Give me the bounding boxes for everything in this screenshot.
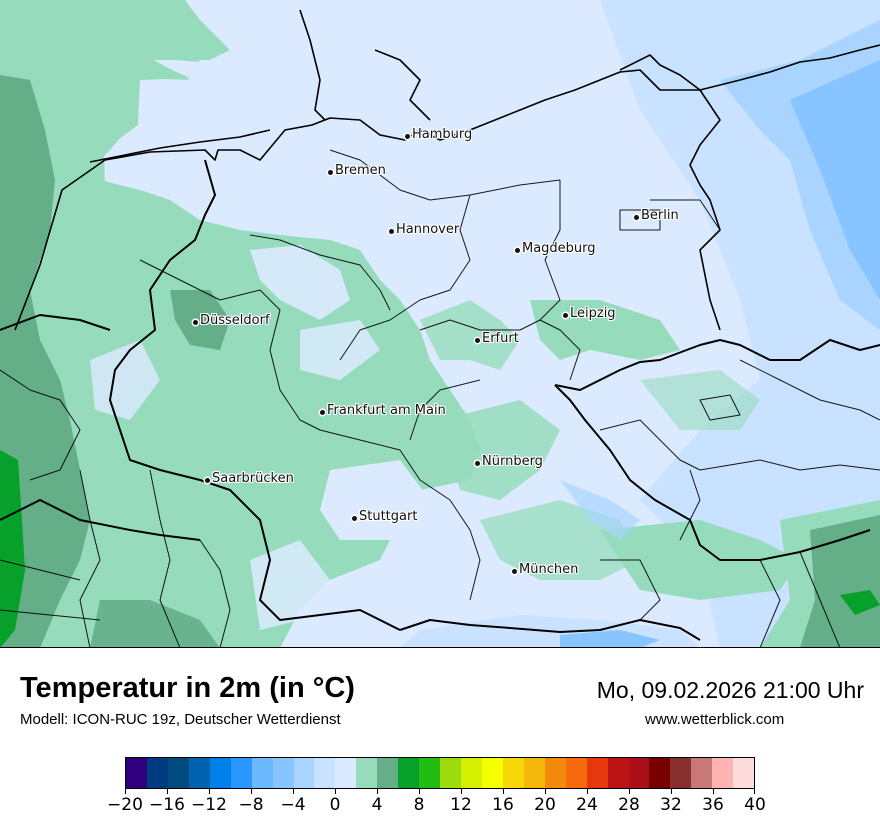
- colorbar-tick: [377, 789, 378, 794]
- city-nuernberg: Nürnberg: [475, 455, 543, 469]
- city-berlin: Berlin: [634, 209, 679, 223]
- colorbar-segment: [335, 758, 357, 788]
- city-magdeburg: Magdeburg: [515, 242, 596, 256]
- map-canvas: [0, 0, 880, 647]
- colorbar-tick-label: −4: [280, 795, 306, 815]
- colorbar-segment: [712, 758, 734, 788]
- city-dot: [475, 461, 480, 466]
- colorbar-tick-label: 28: [618, 795, 640, 815]
- model-source: Modell: ICON-RUC 19z, Deutscher Wetterdi…: [20, 711, 341, 728]
- colorbar-tick: [503, 789, 504, 794]
- colorbar-segment: [188, 758, 210, 788]
- colorbar-segment: [733, 758, 755, 788]
- colorbar-tick: [125, 789, 126, 794]
- colorbar-segment: [167, 758, 189, 788]
- colorbar-tick: [713, 789, 714, 794]
- colorbar-segment: [461, 758, 482, 788]
- colorbar-segment: [502, 758, 524, 788]
- city-dot: [563, 313, 568, 318]
- colorbar-segment: [293, 758, 315, 788]
- city-dot: [512, 569, 517, 574]
- city-dot: [352, 516, 357, 521]
- city-dot: [634, 215, 639, 220]
- city-saarbruecken: Saarbrücken: [205, 472, 294, 486]
- colorbar-tick-label: 24: [576, 795, 598, 815]
- colorbar-tick-label: 20: [534, 795, 556, 815]
- city-duesseldorf: Düsseldorf: [193, 314, 270, 328]
- city-hannover: Hannover: [389, 223, 459, 237]
- website-link[interactable]: www.wetterblick.com: [645, 711, 785, 728]
- colorbar-segment: [586, 758, 608, 788]
- city-dot: [193, 320, 198, 325]
- colorbar-tick-label: −12: [191, 795, 227, 815]
- coastline: [14, 9, 880, 331]
- colorbar-segment: [126, 758, 147, 788]
- colorbar-segment: [649, 758, 671, 788]
- city-bremen: Bremen: [328, 164, 386, 178]
- city-dot: [515, 248, 520, 253]
- map-title: Temperatur in 2m (in °C): [20, 672, 355, 704]
- city-dot: [405, 134, 410, 139]
- colorbar-tick-label: 12: [450, 795, 472, 815]
- colorbar-tick: [209, 789, 210, 794]
- colorbar-tick-label: −8: [238, 795, 264, 815]
- colorbar-segment: [481, 758, 503, 788]
- colorbar-tick-label: 16: [492, 795, 514, 815]
- city-dot: [320, 410, 325, 415]
- city-stuttgart: Stuttgart: [352, 510, 417, 524]
- city-muenchen: München: [512, 563, 578, 577]
- colorbar-segment: [440, 758, 461, 788]
- colorbar-segment: [565, 758, 587, 788]
- valid-datetime: Mo, 09.02.2026 21:00 Uhr: [596, 677, 864, 703]
- city-frankfurt: Frankfurt am Main: [320, 404, 446, 418]
- colorbar-tick: [754, 789, 755, 794]
- colorbar-tick: [335, 789, 336, 794]
- colorbar-segment: [523, 758, 545, 788]
- colorbar-tick: [167, 789, 168, 794]
- colorbar-tick: [419, 789, 420, 794]
- city-dot: [328, 170, 333, 175]
- colorbar-ticks: −20 −16 −12 −8 −4 0 4 8 12 16 20 24 28 32 36 40: [107, 789, 766, 819]
- colorbar-tick-label: −16: [149, 795, 185, 815]
- colorbar-tick: [251, 789, 252, 794]
- colorbar-segment: [670, 758, 692, 788]
- colorbar-segment: [377, 758, 399, 788]
- colorbar-segment: [691, 758, 713, 788]
- colorbar-tick-label: 36: [702, 795, 724, 815]
- temperature-colorbar: [125, 757, 755, 789]
- city-erfurt: Erfurt: [475, 332, 519, 346]
- colorbar-tick: [293, 789, 294, 794]
- colorbar-segment: [314, 758, 336, 788]
- colorbar-segment: [356, 758, 378, 788]
- colorbar-tick-label: 40: [744, 795, 766, 815]
- colorbar-segment: [628, 758, 650, 788]
- colorbar-segment: [209, 758, 231, 788]
- colorbar-segment: [146, 758, 168, 788]
- colorbar-tick-label: −20: [107, 795, 143, 815]
- colorbar-segment: [544, 758, 566, 788]
- state-borders: [0, 149, 880, 647]
- colorbar-tick: [461, 789, 462, 794]
- city-dot: [475, 338, 480, 343]
- colorbar-segment: [251, 758, 273, 788]
- colorbar-segment: [398, 758, 420, 788]
- colorbar-tick: [587, 789, 588, 794]
- colorbar-tick: [671, 789, 672, 794]
- colorbar-segment: [230, 758, 252, 788]
- colorbar-tick: [545, 789, 546, 794]
- city-leipzig: Leipzig: [563, 307, 616, 321]
- colorbar-tick-label: 0: [329, 795, 341, 815]
- temperature-map: Hamburg Bremen Hannover Berlin Magdeburg…: [0, 0, 880, 648]
- colorbar-tick: [629, 789, 630, 794]
- colorbar-tick-label: 4: [371, 795, 383, 815]
- colorbar-tick-label: 32: [660, 795, 682, 815]
- colorbar-tick-label: 8: [413, 795, 425, 815]
- city-hamburg: Hamburg: [405, 128, 472, 142]
- colorbar-segment: [607, 758, 629, 788]
- colorbar-segment: [419, 758, 441, 788]
- city-dot: [389, 229, 394, 234]
- colorbar-segment: [272, 758, 294, 788]
- city-dot: [205, 478, 210, 483]
